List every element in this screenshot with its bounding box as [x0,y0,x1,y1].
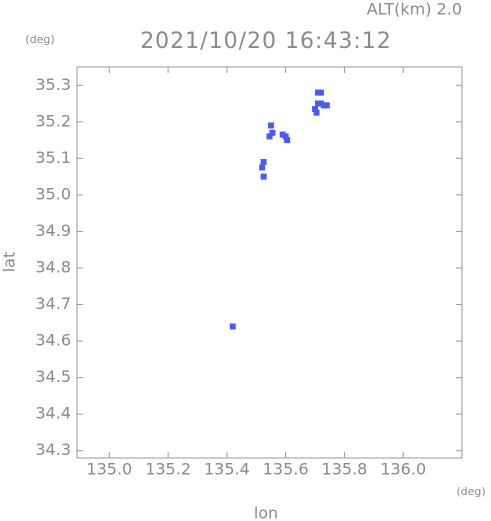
echo-point [267,122,274,129]
y-tick-label: 34.4 [35,404,71,423]
y-tick-label: 34.3 [35,440,71,459]
x-tick-label: 135.6 [263,460,309,479]
echo-point [312,106,319,113]
y-tick-label: 35.0 [35,184,71,203]
echo-point [266,133,273,140]
echo-point [260,173,267,180]
echo-point [282,133,289,140]
echo-point [323,102,330,109]
x-tick-label: 135.8 [322,460,368,479]
echo-point [259,164,266,171]
y-tick-label: 34.5 [35,367,71,386]
x-axis-label: lon [254,504,278,521]
y-tick-label: 35.3 [35,75,71,94]
echo-point [269,129,276,136]
y-axis-label: lat [0,252,19,273]
x-tick-label: 135.2 [145,460,191,479]
y-tick-label: 34.6 [35,331,71,350]
chart-title: 2021/10/20 16:43:12 [140,29,392,54]
y-tick-label: 35.2 [35,111,71,130]
y-unit: (deg) [25,33,54,46]
echo-point [317,89,324,96]
y-tick-label: 35.1 [35,148,71,167]
y-tick-label: 34.8 [35,257,71,276]
plot-frame [76,66,463,459]
x-tick-label: 135.4 [204,460,250,479]
echo-point [229,323,236,330]
y-tick-label: 34.7 [35,294,71,313]
x-unit: (deg) [456,485,485,498]
echo-point [313,109,320,116]
altitude-label: ALT(km) 2.0 [367,0,462,19]
echo-point [260,159,267,166]
x-tick-label: 135.0 [86,460,132,479]
y-tick-label: 34.9 [35,221,71,240]
echo-point [284,137,291,144]
x-tick-label: 136.0 [380,460,426,479]
